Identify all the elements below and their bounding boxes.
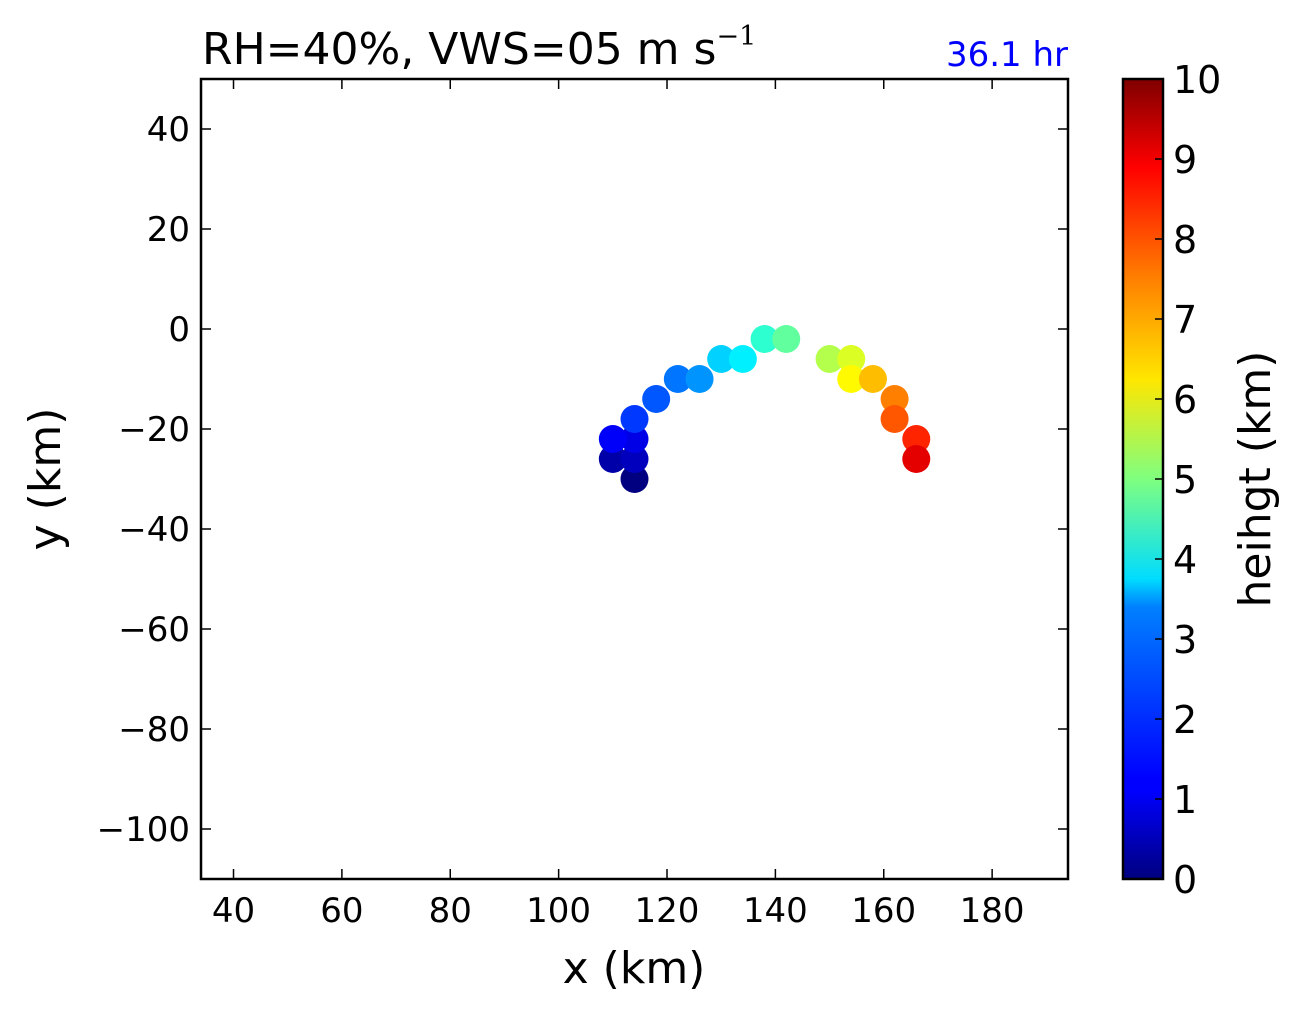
x-tick-label: 40 [212, 891, 255, 931]
data-point [858, 365, 887, 393]
colorbar-tick-label: 6 [1173, 378, 1197, 422]
colorbar: 0 1 2 3 4 5 6 7 8 9 10 heihgt (km) [1121, 58, 1281, 902]
colorbar-tick-label: 3 [1173, 618, 1197, 662]
colorbar-ticks: 0 1 2 3 4 5 6 7 8 9 10 [1155, 58, 1221, 902]
data-point [620, 425, 649, 453]
x-tick-label: 100 [526, 891, 591, 931]
y-tick-label: 40 [147, 110, 190, 150]
y-tick-label: −100 [97, 810, 190, 850]
plot-area: 40 60 80 100 120 140 160 180 40 20 0 −20 −40 −60 −80 −… [97, 77, 1070, 931]
data-point [880, 385, 909, 413]
y-tick-label: −60 [118, 610, 190, 650]
y-tick-label: 20 [147, 210, 190, 250]
colorbar-tick-label: 7 [1173, 298, 1197, 342]
data-point [620, 405, 649, 433]
data-point [815, 345, 844, 373]
data-point [750, 325, 779, 353]
x-tick-label: 180 [960, 891, 1025, 931]
data-point [837, 345, 866, 373]
y-tick-label: 0 [168, 310, 190, 350]
x-axis-label: x (km) [563, 943, 706, 994]
y-axis-ticks: 40 20 0 −20 −40 −60 −80 −100 [97, 110, 1068, 850]
data-point [620, 465, 649, 493]
data-points [598, 325, 931, 493]
colorbar-tick-label: 9 [1173, 138, 1197, 182]
colorbar-tick-label: 10 [1173, 58, 1221, 102]
colorbar-tick-label: 1 [1173, 778, 1197, 822]
x-tick-label: 120 [635, 891, 700, 931]
chart-title-superscript: −1 [716, 21, 756, 52]
colorbar-label: heihgt (km) [1230, 351, 1281, 608]
colorbar-tick-label: 8 [1173, 218, 1197, 262]
data-point [620, 445, 649, 473]
data-point [772, 325, 801, 353]
data-point [880, 405, 909, 433]
x-tick-label: 140 [743, 891, 808, 931]
y-tick-label: −20 [118, 410, 190, 450]
x-tick-label: 160 [851, 891, 916, 931]
colorbar-tick-label: 2 [1173, 698, 1197, 742]
data-point [663, 365, 692, 393]
data-point [728, 345, 757, 373]
x-tick-label: 80 [429, 891, 472, 931]
y-tick-label: −40 [118, 510, 190, 550]
colorbar-tick-label: 5 [1173, 458, 1197, 502]
data-point [707, 345, 736, 373]
chart-title: RH=40%, VWS=05 m s−1 [202, 21, 756, 75]
data-point [902, 425, 931, 453]
data-point [902, 445, 931, 473]
colorbar-tick-label: 0 [1173, 858, 1197, 902]
data-point [837, 365, 866, 393]
y-tick-label: −80 [118, 710, 190, 750]
data-point [685, 365, 714, 393]
time-annotation: 36.1 hr [946, 35, 1068, 75]
x-tick-label: 60 [320, 891, 363, 931]
colorbar-tick-label: 4 [1173, 538, 1197, 582]
data-point [598, 445, 627, 473]
y-axis-label: y (km) [20, 408, 71, 551]
data-point [642, 385, 671, 413]
data-point [598, 425, 627, 453]
x-axis-ticks: 40 60 80 100 120 140 160 180 [212, 79, 1025, 931]
